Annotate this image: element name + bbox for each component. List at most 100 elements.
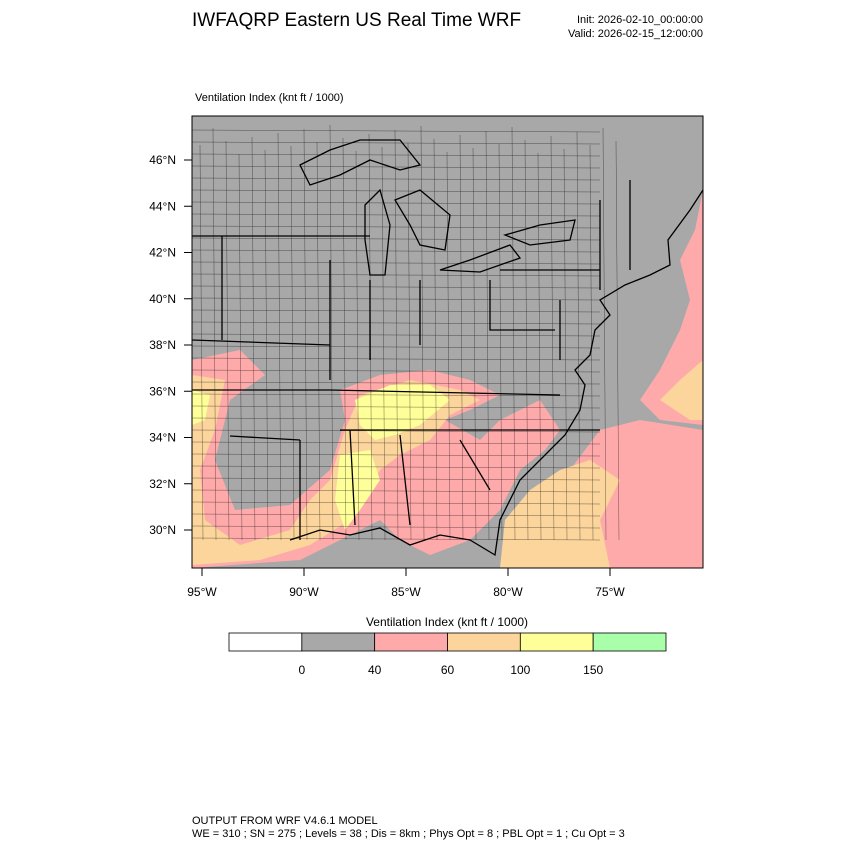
county-line xyxy=(342,137,347,541)
county-line xyxy=(381,146,386,541)
county-line xyxy=(329,124,334,541)
lat-label: 34°N xyxy=(149,431,176,445)
county-line xyxy=(192,501,601,505)
county-line xyxy=(199,144,204,541)
county-line xyxy=(192,285,601,289)
lon-label: 85°W xyxy=(391,585,421,599)
county-line xyxy=(192,213,601,217)
shade-region xyxy=(640,190,703,425)
colorbar-box xyxy=(447,632,521,652)
county-line xyxy=(192,477,601,481)
shade-region xyxy=(500,460,620,568)
county-line xyxy=(192,333,601,337)
county-line xyxy=(238,153,243,541)
legend-title: Ventilation Index (knt ft / 1000) xyxy=(366,615,528,629)
county-line xyxy=(524,139,529,541)
shade-region xyxy=(335,450,380,530)
shade-region xyxy=(192,390,210,425)
county-line xyxy=(192,369,601,373)
colorbar-box xyxy=(592,632,667,652)
county-line xyxy=(602,127,607,541)
county-line xyxy=(290,145,295,541)
county-line xyxy=(446,151,451,541)
county-line xyxy=(277,132,282,541)
title: IWFAQRP Eastern US Real Time WRF xyxy=(192,10,521,31)
lon-label: 75°W xyxy=(595,585,625,599)
lat-label: 32°N xyxy=(149,477,176,491)
county-line xyxy=(316,141,321,541)
colorbar-tick-label: 150 xyxy=(583,663,603,677)
county-line xyxy=(264,149,269,541)
county-line xyxy=(550,135,555,541)
county-line xyxy=(192,237,601,241)
county-line xyxy=(192,177,601,181)
county-line xyxy=(192,429,601,433)
map-subtitle: Ventilation Index (knt ft / 1000) xyxy=(195,92,344,104)
county-line xyxy=(192,261,601,265)
county-line xyxy=(615,140,620,541)
county-line xyxy=(192,441,601,445)
lat-label: 42°N xyxy=(149,246,176,260)
footer-line: WE = 310 ; SN = 275 ; Levels = 38 ; Dis … xyxy=(192,828,625,840)
colorbar-box xyxy=(374,632,448,652)
colorbar-tick-label: 40 xyxy=(368,663,382,677)
lon-label: 80°W xyxy=(493,585,523,599)
county-line xyxy=(192,141,601,145)
county-line xyxy=(563,148,568,541)
lon-label: 95°W xyxy=(187,585,217,599)
county-line xyxy=(192,465,601,469)
county-line xyxy=(192,417,601,421)
footer-line: OUTPUT FROM WRF V4.6.1 MODEL xyxy=(192,815,378,827)
county-line xyxy=(192,537,601,541)
county-line xyxy=(472,147,477,541)
county-lines xyxy=(192,124,620,541)
colorbar-tick-label: 0 xyxy=(298,663,305,677)
colorbar-box xyxy=(301,632,376,652)
shade-region xyxy=(660,360,703,420)
county-line xyxy=(537,152,542,541)
county-line xyxy=(192,273,601,277)
county-line xyxy=(192,249,601,253)
county-line xyxy=(192,393,601,397)
county-line xyxy=(407,142,412,541)
lat-label: 36°N xyxy=(149,384,176,398)
colorbar-tick-label: 100 xyxy=(510,663,530,677)
county-line xyxy=(192,513,601,517)
county-line xyxy=(192,189,601,193)
county-line xyxy=(192,357,601,361)
county-line xyxy=(192,225,601,229)
county-line xyxy=(192,129,601,133)
lat-label: 46°N xyxy=(149,153,176,167)
county-line xyxy=(368,133,373,541)
colorbar-tick-label: 60 xyxy=(441,663,455,677)
county-line xyxy=(192,489,601,493)
county-line xyxy=(511,126,516,541)
county-line xyxy=(498,143,503,541)
county-line xyxy=(225,140,230,541)
shade-region xyxy=(355,385,450,440)
lat-label: 40°N xyxy=(149,292,176,306)
map-frame xyxy=(191,115,704,569)
colorbar-box xyxy=(228,632,303,652)
lat-label: 44°N xyxy=(149,199,176,213)
county-line xyxy=(192,381,601,385)
county-line xyxy=(192,297,601,301)
county-line xyxy=(355,150,360,541)
county-line xyxy=(192,453,601,457)
county-line xyxy=(589,144,594,541)
lat-label: 30°N xyxy=(149,523,176,537)
county-line xyxy=(192,525,601,529)
map-area xyxy=(192,116,703,568)
colorbar-box xyxy=(519,632,594,652)
county-line xyxy=(192,321,601,325)
county-line xyxy=(192,153,601,157)
lat-label: 38°N xyxy=(149,338,176,352)
init-time: Init: 2026-02-10_00:00:00 xyxy=(577,14,703,26)
county-line xyxy=(192,165,601,169)
county-line xyxy=(420,125,425,541)
county-line xyxy=(192,405,601,409)
county-line xyxy=(251,136,256,541)
valid-time: Valid: 2026-02-15_12:00:00 xyxy=(568,28,703,40)
